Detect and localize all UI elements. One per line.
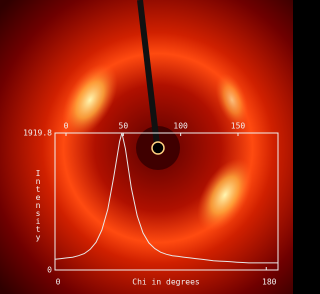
x-axis-label: Chi in degrees <box>132 278 200 287</box>
x2-tick-label: 100 <box>173 122 188 131</box>
x2-tick-label: 150 <box>231 122 246 131</box>
x2-tick-label: 50 <box>119 122 129 131</box>
y-tick-label: 0 <box>47 266 52 275</box>
diffraction-image <box>0 0 293 294</box>
y-axis-label: Intensity <box>34 169 43 242</box>
chart: Chi in degrees Intensity 0 180 0 50 100 150 0 1… <box>0 0 293 294</box>
x-tick-label: 0 <box>56 278 61 287</box>
x2-tick-label: 0 <box>64 122 69 131</box>
y-tick-label: 1919.8 <box>23 129 52 138</box>
x-tick-label: 180 <box>262 278 277 287</box>
